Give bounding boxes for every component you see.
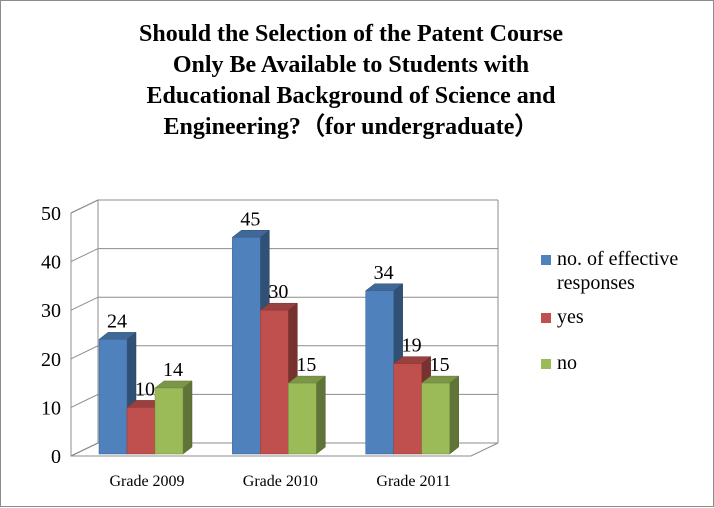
- bar: [393, 363, 422, 455]
- legend-item-no: no: [541, 351, 711, 375]
- y-tick-label: 50: [41, 203, 61, 225]
- y-tick-label: 20: [41, 349, 61, 371]
- data-label: 19: [402, 335, 422, 357]
- category-label: Grade 2011: [376, 473, 451, 490]
- y-tick-label: 40: [41, 252, 61, 274]
- bar: [288, 382, 317, 455]
- bar-side: [182, 380, 193, 455]
- gridline: [70, 442, 498, 457]
- bar: [154, 387, 184, 455]
- category-label: Grade 2009: [109, 473, 184, 490]
- gridline: [70, 296, 498, 311]
- bar: [98, 339, 128, 455]
- chart-title-line-1: Should the Selection of the Patent Cours…: [139, 21, 563, 47]
- chart-title-line-2: Only Be Available to Students with: [172, 52, 530, 78]
- side-wall: [70, 199, 99, 457]
- legend-swatch-effective-responses: [541, 255, 551, 265]
- data-label: 14: [163, 359, 183, 381]
- y-tick-label: 30: [41, 300, 61, 322]
- bar: [365, 290, 394, 455]
- gridline: [70, 199, 498, 214]
- gridline: [70, 345, 498, 360]
- data-label: 24: [107, 310, 127, 332]
- bar-side: [316, 375, 326, 455]
- data-label: 34: [374, 262, 394, 284]
- y-tick-label: 10: [41, 397, 61, 419]
- legend-item-yes: yes: [541, 305, 711, 329]
- chart-title-line-4: Engineering?（for undergraduate）: [163, 114, 539, 140]
- category-label: Grade 2010: [243, 473, 318, 490]
- data-label: 45: [240, 208, 260, 230]
- data-label: 30: [268, 281, 288, 303]
- chart-title: Should the Selection of the Patent Cours…: [41, 19, 661, 143]
- bar: [232, 237, 261, 455]
- legend-label-no: no: [557, 352, 577, 374]
- legend-label-yes: yes: [557, 306, 584, 328]
- legend-swatch-yes: [541, 313, 551, 323]
- legend-label-effective-responses: no. of effective responses: [557, 248, 679, 294]
- bar: [126, 407, 156, 455]
- legend-item-effective-responses: no. of effective responses: [541, 247, 711, 295]
- y-tick-label: 0: [51, 446, 61, 468]
- data-label: 15: [296, 354, 316, 376]
- bar-side: [449, 375, 459, 455]
- legend: no. of effective responses yes no: [541, 247, 711, 389]
- bar: [260, 309, 289, 455]
- gridline: [70, 393, 498, 408]
- data-label: 15: [430, 354, 450, 376]
- chart-title-line-3: Educational Background of Science and: [146, 83, 556, 109]
- data-label: 10: [135, 378, 155, 400]
- bar: [421, 382, 450, 455]
- gridline: [70, 248, 498, 263]
- legend-swatch-no: [541, 359, 551, 369]
